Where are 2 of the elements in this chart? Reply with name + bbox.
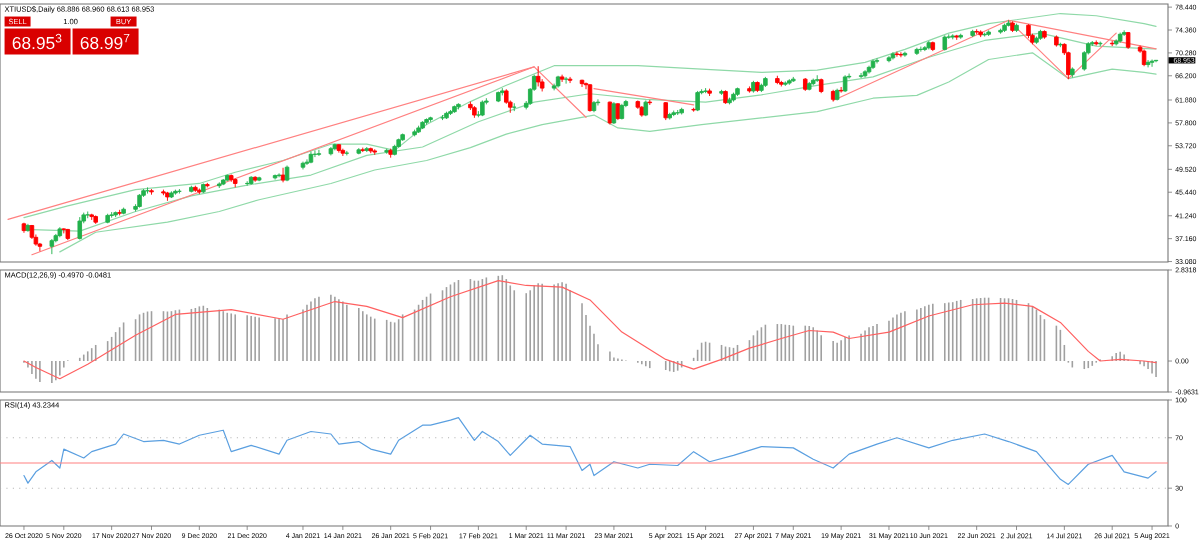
annotation: 68.95$^{3}$ xyxy=(12,33,62,50)
annotation: 68.99$^{7}$ xyxy=(80,33,130,50)
